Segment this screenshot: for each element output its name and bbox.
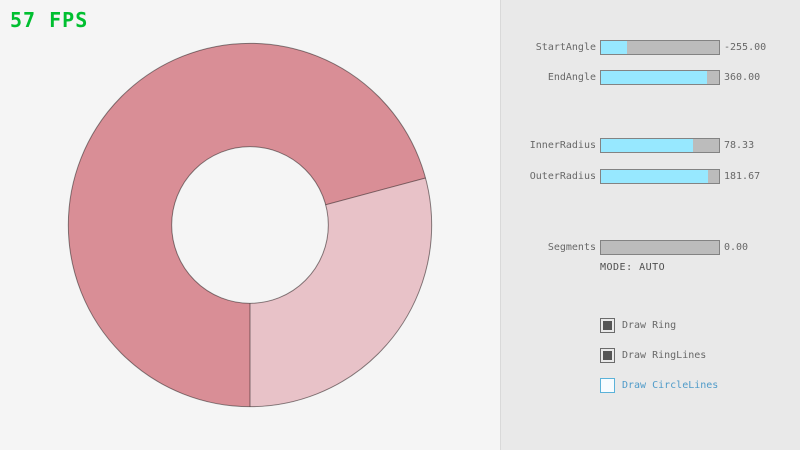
slider-row-innerradius: InnerRadius 78.33 <box>501 138 800 153</box>
endangle-slider[interactable] <box>600 70 720 85</box>
slider-row-endangle: EndAngle 360.00 <box>501 70 800 85</box>
endangle-slider-fill <box>601 71 708 84</box>
draw-circlelines-label: Draw CircleLines <box>622 380 719 391</box>
innerradius-value: 78.33 <box>724 140 755 151</box>
innerradius-slider-fill <box>601 139 694 152</box>
innerradius-slider[interactable] <box>600 138 720 153</box>
segments-mode-text: MODE: AUTO <box>600 262 666 273</box>
controls-panel: StartAngle -255.00 EndAngle 360.00 Inner… <box>501 0 800 450</box>
fps-counter: 57 FPS <box>10 8 89 32</box>
startangle-label: StartAngle <box>535 42 596 53</box>
draw-ringlines-label: Draw RingLines <box>622 350 707 361</box>
ring-lines <box>67 42 433 408</box>
outerradius-slider-fill <box>601 170 709 183</box>
segments-value: 0.00 <box>724 242 749 253</box>
slider-row-segments: Segments 0.00 <box>501 240 800 255</box>
innerradius-label: InnerRadius <box>529 140 596 151</box>
startangle-slider[interactable] <box>600 40 720 55</box>
checkmark-icon <box>603 351 612 360</box>
endangle-label: EndAngle <box>547 72 596 83</box>
ring-single-pass-sector <box>250 177 432 407</box>
draw-ring-checkbox[interactable] <box>600 318 615 333</box>
slider-row-outerradius: OuterRadius 181.67 <box>501 169 800 184</box>
ring-inner-line <box>171 146 329 304</box>
draw-circlelines-checkbox[interactable] <box>600 378 615 393</box>
outerradius-slider[interactable] <box>600 169 720 184</box>
ring-chart <box>67 42 433 408</box>
slider-row-startangle: StartAngle -255.00 <box>501 40 800 55</box>
draw-ringlines-checkbox[interactable] <box>600 348 615 363</box>
endangle-value: 360.00 <box>724 72 761 83</box>
checkbox-draw-circlelines[interactable]: Draw CircleLines <box>501 378 800 393</box>
ring-end-line <box>325 177 426 206</box>
outerradius-value: 181.67 <box>724 171 761 182</box>
checkbox-draw-ringlines[interactable]: Draw RingLines <box>501 348 800 363</box>
outerradius-label: OuterRadius <box>529 171 596 182</box>
checkbox-draw-ring[interactable]: Draw Ring <box>501 318 800 333</box>
checkmark-icon <box>603 321 612 330</box>
startangle-value: -255.00 <box>724 42 767 53</box>
segments-slider[interactable] <box>600 240 720 255</box>
segments-label: Segments <box>547 242 596 253</box>
draw-ring-label: Draw Ring <box>622 320 677 331</box>
panel-divider <box>500 0 501 450</box>
startangle-slider-fill <box>601 41 627 54</box>
ring-outer-line <box>67 42 433 408</box>
